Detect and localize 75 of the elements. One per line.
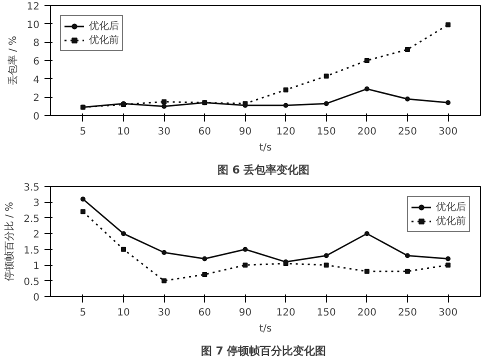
x-tick-label: 120	[276, 126, 296, 138]
x-tick-label: 150	[316, 126, 336, 138]
point	[283, 102, 288, 108]
point	[80, 209, 86, 214]
y-axis-title: 丢包率 / %	[6, 36, 19, 86]
point	[364, 86, 370, 92]
point	[404, 268, 410, 274]
x-tick-label: 120	[276, 308, 296, 318]
x-tick-label: 60	[198, 126, 212, 138]
legend-label: 优化前	[436, 215, 466, 228]
text: 图 6 丢包率变化图	[217, 164, 310, 176]
legend-label: 优化前	[89, 34, 119, 47]
point	[404, 47, 410, 52]
point	[202, 256, 208, 262]
y-tick-label: 3	[33, 198, 40, 210]
x-tick-label: 250	[398, 126, 418, 138]
x-tick-label: 200	[357, 126, 376, 138]
x-axis-title: t/s	[259, 142, 272, 154]
y-tick-label: 8	[33, 38, 40, 50]
point	[446, 100, 451, 106]
y-tick-label: 0	[33, 112, 40, 122]
point	[446, 256, 451, 262]
x-tick-label: 150	[316, 308, 336, 318]
x-tick-label: 300	[438, 126, 458, 138]
x-tick-label: 10	[117, 126, 130, 138]
x-tick-label: 200	[357, 308, 376, 318]
x-tick-label: 300	[438, 308, 458, 318]
point	[364, 231, 370, 236]
x-tick-label: 30	[158, 126, 170, 138]
point	[162, 99, 167, 104]
y-tick-label: 3.5	[24, 182, 40, 194]
point	[446, 22, 451, 28]
legend-label: 优化后	[89, 20, 119, 33]
point	[80, 196, 86, 202]
x-tick-label: 30	[158, 308, 170, 318]
y-axis-title: 停顿帧百分比 / %	[4, 202, 16, 282]
point	[202, 272, 208, 277]
x-tick-label: 5	[80, 126, 86, 138]
point	[121, 231, 126, 236]
x-tick-label: 60	[198, 308, 212, 318]
point	[162, 278, 167, 284]
y-tick-label: 0	[33, 292, 40, 304]
point	[162, 250, 167, 255]
point	[324, 253, 329, 258]
legend-label: 优化后	[436, 200, 466, 214]
point	[364, 268, 370, 274]
y-tick-label: 2.5	[24, 214, 40, 225]
y-tick-label: 4	[33, 74, 40, 86]
point	[324, 101, 329, 106]
point	[121, 246, 126, 252]
y-tick-label: 6	[33, 56, 40, 68]
point	[162, 104, 167, 109]
x-tick-label: 250	[398, 308, 418, 318]
y-tick-label: 0.5	[24, 276, 40, 288]
point	[242, 246, 248, 252]
point	[242, 262, 248, 268]
y-tick-label: 1	[33, 261, 40, 272]
y-tick-label: 1.5	[24, 245, 40, 256]
x-tick-label: 5	[80, 308, 86, 318]
text: 图 7 停顿帧百分比变化图	[200, 344, 326, 358]
x-tick-label: 90	[238, 308, 252, 318]
x-tick-label: 90	[238, 126, 252, 138]
y-tick-label: 10	[26, 20, 40, 31]
point	[324, 262, 329, 268]
point	[446, 262, 451, 268]
point	[283, 87, 288, 92]
y-tick-label: 2	[33, 230, 40, 241]
point	[324, 74, 329, 79]
y-tick-label: 12	[26, 2, 40, 12]
point	[364, 58, 370, 63]
x-tick-label: 10	[117, 308, 130, 318]
point	[404, 253, 410, 258]
point	[404, 96, 410, 102]
x-axis-title: t/s	[259, 324, 272, 334]
y-tick-label: 2	[33, 93, 40, 104]
